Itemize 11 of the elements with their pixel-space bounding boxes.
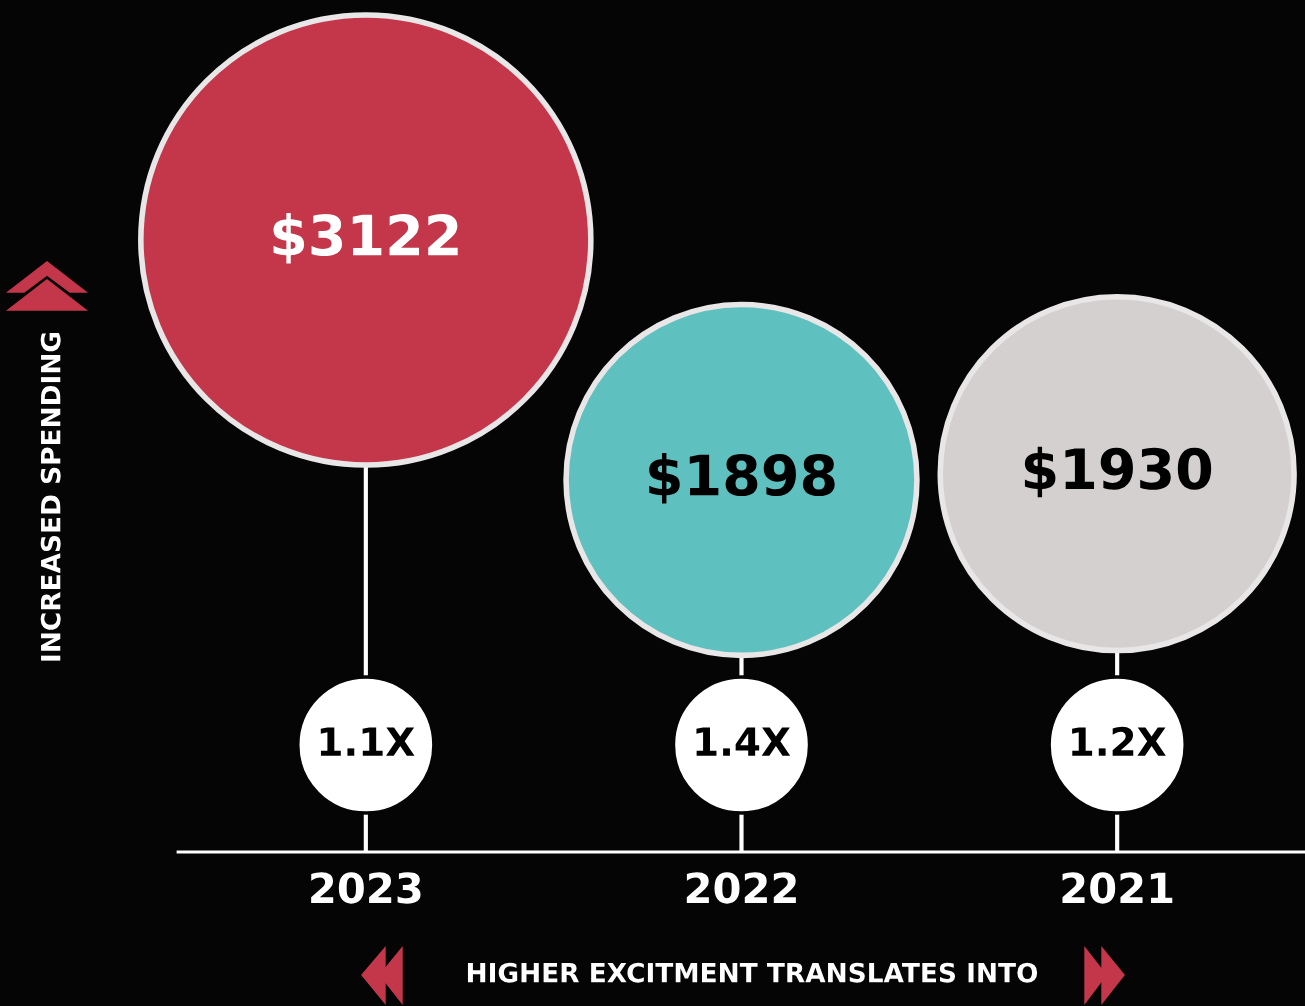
text: 1.2X: [1072, 726, 1166, 756]
category-label: 2022: [686, 872, 796, 904]
data-label: $3122: [273, 213, 458, 264]
category-label: 2023: [311, 872, 421, 904]
data-label: $1898: [649, 453, 835, 504]
text: 1.1X: [320, 727, 415, 756]
data-label: $1930: [1024, 446, 1212, 498]
text: HIGHER EXCITMENT TRANSLATES INTO: [467, 962, 1038, 983]
text: 1.4X: [696, 727, 791, 756]
text: INCREASED SPENDING: [40, 332, 61, 661]
category-label: 2021: [1062, 872, 1173, 904]
